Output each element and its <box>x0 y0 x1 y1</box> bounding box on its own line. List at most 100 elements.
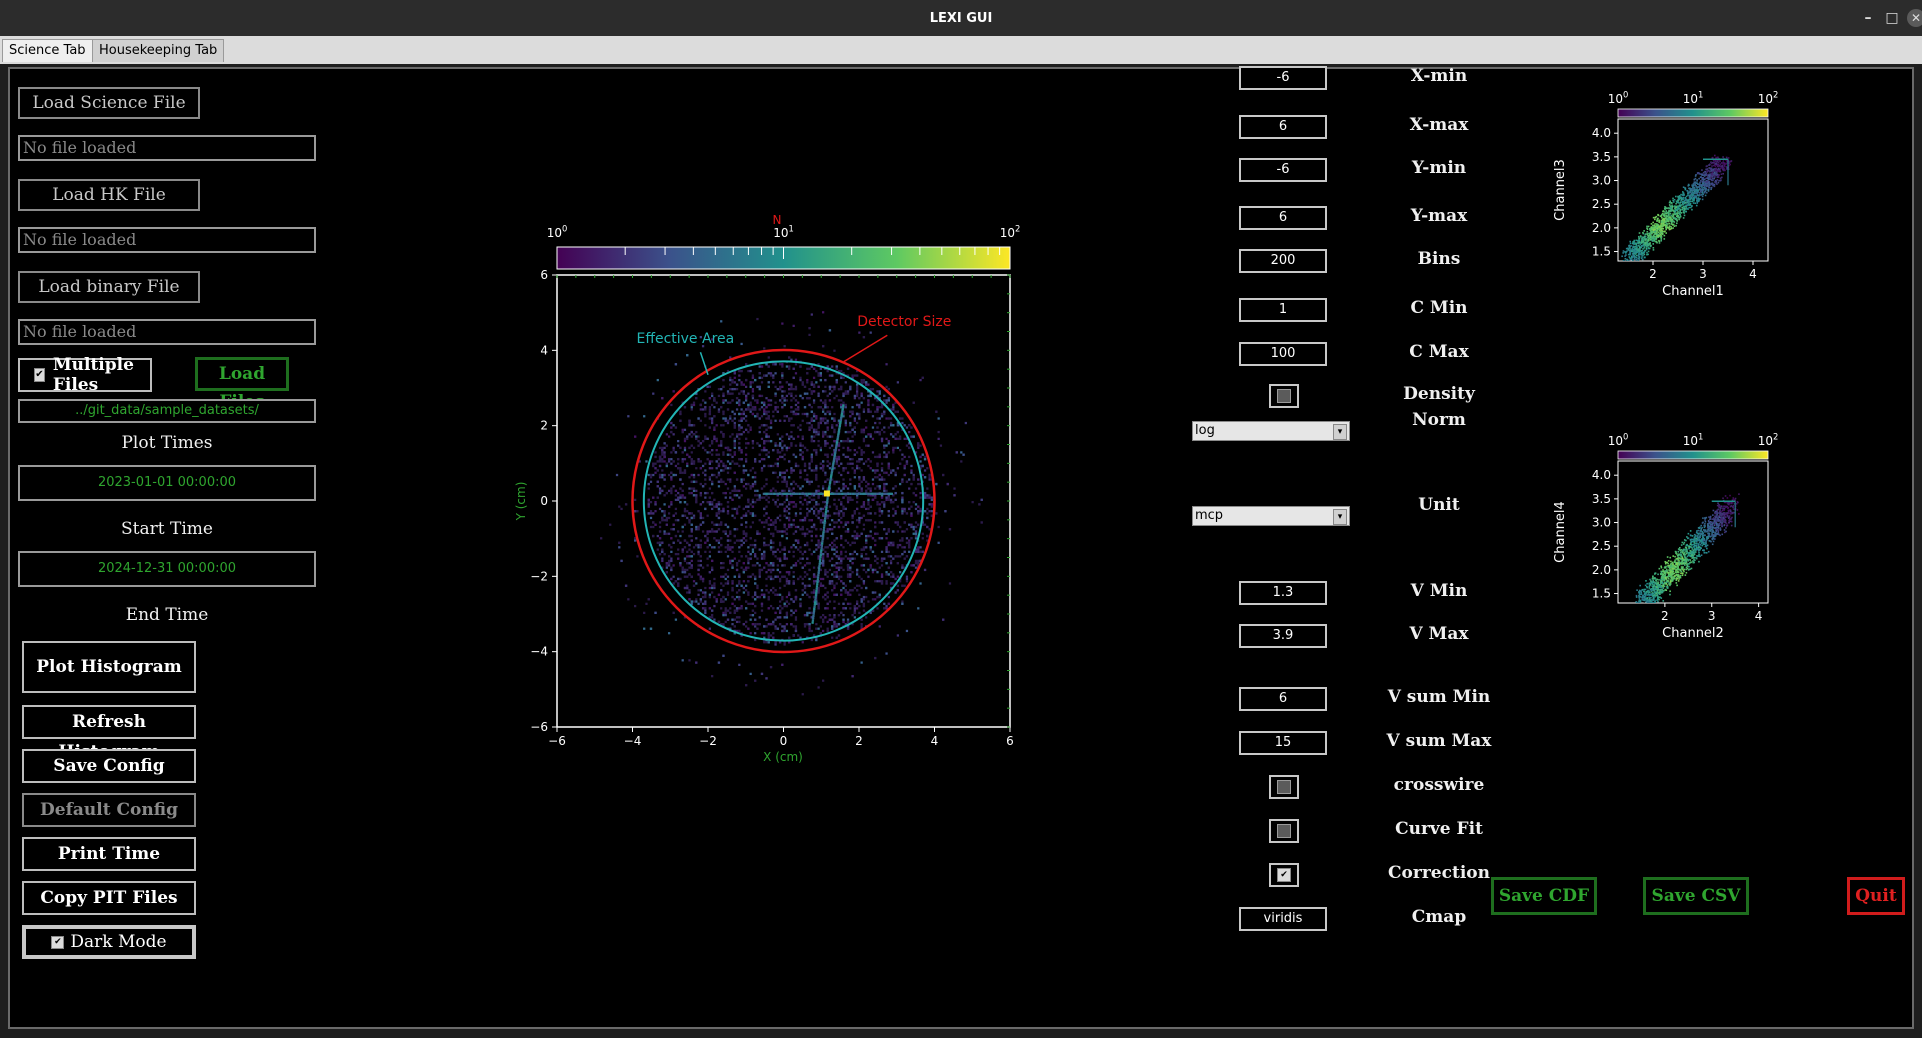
hist-bin <box>819 632 823 635</box>
dark-mode-checkbox[interactable]: ✔ Dark Mode <box>22 925 196 959</box>
hist-bin <box>747 566 750 569</box>
hist-bin <box>708 397 712 400</box>
hist-bin <box>833 412 836 416</box>
hist-bin <box>683 428 687 431</box>
hist-bin <box>724 573 727 576</box>
maximize-button[interactable]: □ <box>1880 6 1904 30</box>
hist-bin <box>840 550 843 553</box>
hist-bin <box>767 455 770 459</box>
hist-bin <box>772 623 775 626</box>
hist-bin <box>914 559 918 563</box>
hist-bin <box>688 521 691 524</box>
load-files-button[interactable]: Load Files <box>195 357 289 412</box>
hist-bin <box>908 543 911 547</box>
hist-bin <box>713 406 716 409</box>
hist-bin <box>733 381 736 384</box>
load-binary-button[interactable]: Load binary File <box>18 271 200 303</box>
hist-bin <box>645 460 648 463</box>
hist-bin <box>649 627 653 630</box>
hist-bin <box>812 523 816 526</box>
hist-bin <box>871 388 875 391</box>
minimize-button[interactable]: – <box>1856 6 1880 30</box>
hist-bin <box>688 419 691 422</box>
hist-bin <box>738 464 741 468</box>
hist-bin <box>794 562 798 565</box>
hist-bin <box>810 629 813 633</box>
default-config-button[interactable]: Default Config <box>22 793 196 827</box>
hist-bin <box>896 530 900 533</box>
hist-bin <box>835 636 838 639</box>
hist-bin <box>715 600 718 603</box>
hist-bin <box>817 392 820 395</box>
hist-bin <box>656 534 659 538</box>
hist-bin <box>769 372 773 375</box>
hist-bin <box>744 363 748 366</box>
hist-bin <box>778 451 782 454</box>
hist-bin <box>840 501 843 504</box>
load-science-button[interactable]: Load Science File <box>18 87 200 119</box>
hist-bin <box>892 557 895 560</box>
hist-bin <box>917 446 920 450</box>
hist-bin <box>711 392 714 395</box>
save-config-button[interactable]: Save Config <box>22 749 196 783</box>
hk-path-field[interactable]: No file loaded <box>18 227 316 253</box>
hist-bin <box>690 530 693 533</box>
hist-bin <box>840 557 843 560</box>
hist-bin <box>930 510 933 513</box>
refresh-histogram-button[interactable]: Refresh Histogram <box>22 705 196 762</box>
hist-bin <box>824 550 827 553</box>
hist-bin <box>749 487 752 490</box>
hist-bin <box>846 627 850 630</box>
science-path-field[interactable]: No file loaded <box>18 135 316 161</box>
hist-bin <box>674 451 678 454</box>
start-time-field[interactable]: 2023-01-01 00:00:00 <box>18 465 316 501</box>
hist-bin <box>980 521 983 524</box>
hist-bin <box>697 564 700 567</box>
binary-path-field[interactable]: No file loaded <box>18 319 316 345</box>
hist-bin <box>670 478 673 481</box>
hist-bin <box>726 421 730 425</box>
hist-bin <box>835 378 838 382</box>
hist-bin <box>797 401 800 404</box>
hist-bin <box>883 444 886 447</box>
copy-pit-files-button[interactable]: Copy PIT Files <box>22 881 196 915</box>
print-time-button[interactable]: Print Time <box>22 837 196 871</box>
hist-bin <box>699 467 702 470</box>
hist-bin <box>799 378 802 382</box>
hist-bin <box>661 397 664 400</box>
end-time-field[interactable]: 2024-12-31 00:00:00 <box>18 551 316 587</box>
hist-bin <box>747 473 750 477</box>
hist-bin <box>720 442 723 445</box>
hist-bin <box>865 586 868 590</box>
hist-bin <box>658 521 662 524</box>
multiple-files-checkbox[interactable]: ✔ Multiple Files <box>18 355 152 395</box>
hist-bin <box>876 562 879 565</box>
hist-bin <box>912 401 915 404</box>
hist-bin <box>817 485 820 488</box>
hist-bin <box>803 625 807 628</box>
hist-bin <box>801 419 804 422</box>
hist-bin <box>790 501 793 504</box>
folder-path-field[interactable]: ../git_data/sample_datasets/ <box>18 399 316 423</box>
tab-science[interactable]: Science Tab <box>2 39 93 62</box>
hist-bin <box>862 609 866 612</box>
hist-bin <box>808 426 811 429</box>
hist-bin <box>665 491 668 495</box>
hist-bin <box>674 552 678 556</box>
load-hk-button[interactable]: Load HK File <box>18 179 200 211</box>
hist-bin <box>778 514 782 517</box>
hist-bin <box>704 496 707 499</box>
hist-bin <box>912 501 915 504</box>
hist-bin <box>960 460 963 463</box>
close-button[interactable]: ✕ <box>1904 6 1922 30</box>
hist-bin <box>690 491 693 495</box>
hist-bin <box>822 345 825 348</box>
hist-bin <box>810 383 813 386</box>
hist-bin <box>817 591 820 594</box>
hist-bin <box>837 419 841 422</box>
hist-bin <box>889 562 893 565</box>
hist-bin <box>711 675 714 678</box>
tab-housekeeping[interactable]: Housekeeping Tab <box>92 39 225 62</box>
hist-bin <box>869 467 872 470</box>
plot-histogram-button[interactable]: Plot Histogram <box>22 641 196 693</box>
